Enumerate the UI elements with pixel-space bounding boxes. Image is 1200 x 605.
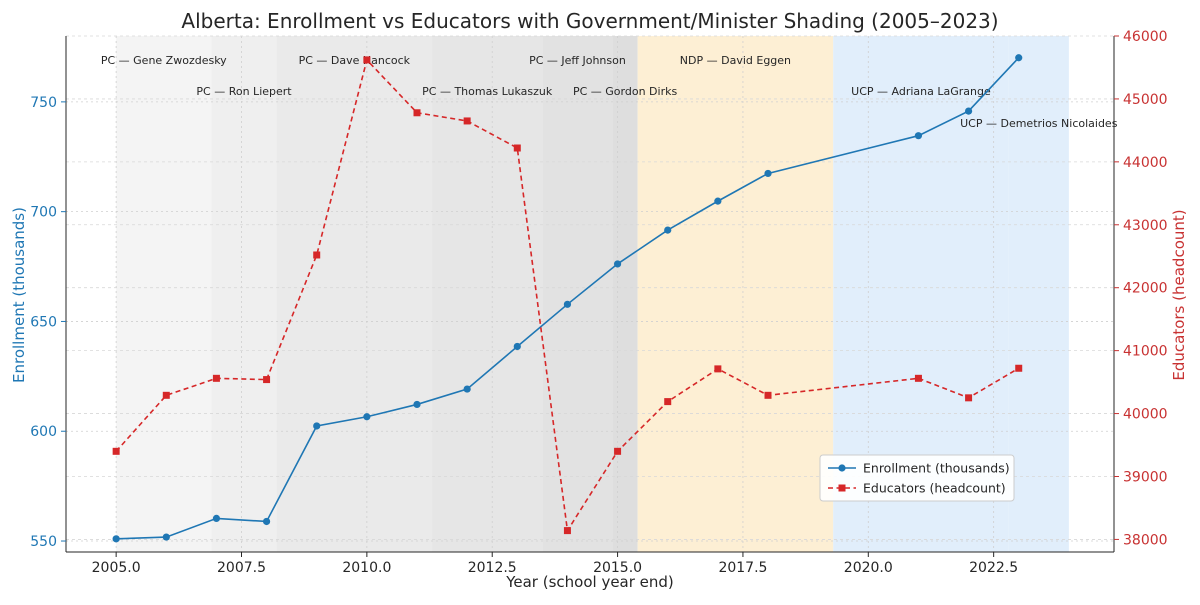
y-tick-label-left: 650 (30, 314, 57, 330)
data-point-enrollment-thousands (463, 385, 471, 393)
data-point-educators-headcount (764, 391, 772, 399)
data-point-educators-headcount (1015, 364, 1023, 372)
y-tick-label-left: 750 (30, 95, 57, 111)
y-tick-label-right: 43000 (1123, 218, 1168, 234)
data-point-enrollment-thousands (613, 260, 622, 268)
data-point-educators-headcount (513, 144, 521, 152)
legend-frame (819, 454, 1015, 502)
data-point-enrollment-thousands (162, 533, 170, 541)
x-tick-label: 2015.0 (593, 560, 642, 576)
axes: 2005.0 2007.5 2010.0 2012.5 2015.0 2017.5 2020… (30, 29, 1167, 576)
y-axis-label-right: Educators (headcount) (1170, 209, 1188, 380)
legend-entry-educators-headcount: Educators (headcount) (863, 481, 1006, 496)
series-line-educators-headcount (115, 58, 1020, 533)
x-axis-label: Year (school year end) (505, 573, 674, 591)
y-tick-label-right: 39000 (1123, 469, 1168, 485)
gridlines (66, 35, 1114, 552)
x-tick-label: 2012.5 (468, 560, 517, 576)
data-point-enrollment-thousands (714, 197, 722, 205)
data-point-educators-headcount (463, 117, 471, 125)
data-point-educators-headcount (162, 391, 170, 399)
band-label-ucp-demetrios-nicolaides: UCP — Demetrios Nicolaides (960, 117, 1118, 130)
band-pc-dave-hancock (276, 36, 433, 552)
data-point-enrollment-thousands (563, 300, 572, 308)
band-ucp-demetrios-nicolaides (1008, 36, 1069, 552)
data-point-educators-headcount (263, 376, 271, 384)
data-point-educators-headcount (914, 374, 922, 382)
chart-title: Alberta: Enrollment vs Educators with Go… (181, 9, 998, 33)
data-point-educators-headcount (714, 365, 722, 373)
y-tick-label-right: 44000 (1123, 155, 1168, 171)
band-label-pc-dave-hancock: PC — Dave Hancock (299, 54, 411, 67)
band-label-ndp-david-eggen: NDP — David Eggen (680, 54, 791, 67)
x-tick-label: 2022.5 (969, 560, 1018, 576)
band-label-pc-thomas-lukaszuk: PC — Thomas Lukaszuk (422, 85, 553, 98)
band-label-pc-gordon-dirks: PC — Gordon Dirks (573, 85, 677, 98)
data-point-enrollment-thousands (212, 514, 221, 523)
y-tick-label-right: 40000 (1123, 407, 1168, 423)
x-tick-label: 2007.5 (217, 560, 266, 576)
legend-marker-educators-headcount (838, 484, 846, 492)
data-point-enrollment-thousands (1015, 54, 1023, 62)
data-point-enrollment-thousands (664, 226, 672, 234)
shading-band-labels: PC — Gene Zwozdesky PC — Ron Liepert PC — … (101, 54, 1118, 130)
y-tick-label-left: 700 (30, 205, 57, 221)
data-point-enrollment-thousands (914, 132, 923, 140)
band-label-pc-ron-liepert: PC — Ron Liepert (196, 85, 292, 98)
y-tick-label-right: 38000 (1123, 532, 1168, 548)
band-pc-gene-zwozdesky (116, 36, 212, 552)
data-point-enrollment-thousands (262, 517, 271, 526)
y-tick-label-left: 600 (30, 424, 57, 440)
band-label-pc-gene-zwozdesky: PC — Gene Zwozdesky (101, 54, 227, 67)
band-pc-ron-liepert (211, 36, 277, 552)
x-tick-label: 2010.0 (342, 560, 391, 576)
data-point-educators-headcount (363, 56, 371, 64)
legend-entry-enrollment-thousands: Enrollment (thousands) (863, 461, 1010, 476)
data-point-educators-headcount (664, 398, 672, 406)
data-point-enrollment-thousands (413, 400, 421, 409)
band-label-ucp-adriana-lagrange: UCP — Adriana LaGrange (851, 85, 991, 98)
data-point-enrollment-thousands (363, 413, 371, 421)
x-tick-label: 2020.0 (844, 560, 893, 576)
y-tick-label-right: 45000 (1123, 92, 1168, 108)
data-point-enrollment-thousands (764, 169, 772, 178)
y-tick-label-right: 42000 (1123, 281, 1168, 297)
legend-marker-enrollment-thousands (838, 464, 846, 472)
data-point-educators-headcount (563, 527, 571, 535)
data-point-enrollment-thousands (964, 107, 973, 115)
data-point-educators-headcount (313, 251, 321, 259)
x-tick-label: 2017.5 (718, 560, 767, 576)
data-point-enrollment-thousands (112, 535, 120, 543)
data-point-educators-headcount (614, 447, 622, 455)
legend: Enrollment (thousands) Educators (headcou… (819, 454, 1015, 502)
y-tick-label-left: 550 (30, 534, 57, 550)
x-tick-label: 2005.0 (92, 560, 141, 576)
data-point-enrollment-thousands (513, 342, 521, 351)
data-point-educators-headcount (212, 374, 220, 382)
y-axis-label-left: Enrollment (thousands) (10, 207, 28, 383)
band-pc-thomas-lukaszuk (432, 36, 543, 552)
data-point-educators-headcount (965, 394, 973, 402)
data-point-educators-headcount (112, 447, 120, 455)
band-label-pc-jeff-johnson: PC — Jeff Johnson (529, 54, 626, 67)
data-point-enrollment-thousands (313, 422, 321, 430)
data-point-educators-headcount (413, 109, 421, 117)
series-lines (112, 54, 1023, 543)
band-ndp-david-eggen (637, 36, 834, 552)
band-pc-gordon-dirks (612, 36, 638, 552)
y-tick-label-right: 41000 (1123, 344, 1168, 360)
band-pc-jeff-johnson (542, 36, 613, 552)
y-tick-label-right: 46000 (1123, 29, 1168, 45)
